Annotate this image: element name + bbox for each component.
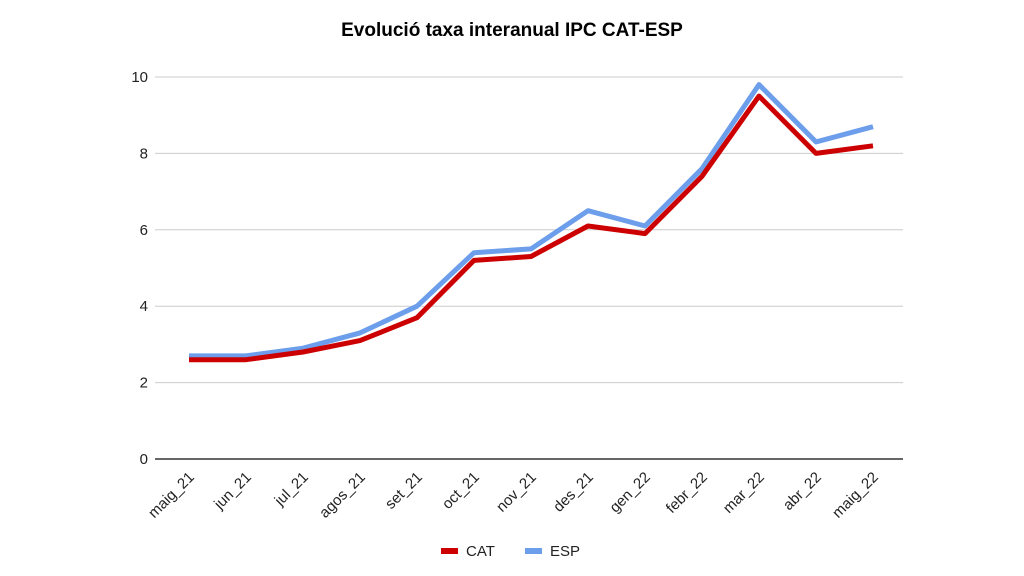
y-tick-label-4: 4 <box>140 298 148 315</box>
series-line-cat <box>189 93 874 363</box>
x-tick-label-gen_22: gen_22 <box>606 469 653 516</box>
x-axis-tick-labels: maig_21 jun_21 jul_21 agos_21 set_21 oct_21 no… <box>145 469 882 522</box>
x-tick-label-nov_21: nov_21 <box>493 469 540 516</box>
y-tick-label-8: 8 <box>140 145 148 162</box>
x-tick-label-maig_22: maig_22 <box>829 469 882 522</box>
chart-title: Evolució taxa interanual IPC CAT-ESP <box>341 20 683 41</box>
x-tick-label-febr_22: febr_22 <box>663 469 711 517</box>
y-tick-label-6: 6 <box>140 222 148 239</box>
gridlines <box>155 76 903 384</box>
x-tick-label-set_21: set_21 <box>382 469 426 513</box>
y-tick-label-2: 2 <box>140 375 148 392</box>
legend-label-cat: CAT <box>466 543 495 560</box>
x-tick-label-des_21: des_21 <box>550 469 597 516</box>
y-tick-label-10: 10 <box>131 69 148 86</box>
x-tick-label-abr_22: abr_22 <box>780 469 825 514</box>
x-tick-label-oct_21: oct_21 <box>439 469 483 513</box>
legend-swatch-cat <box>441 548 458 554</box>
legend-swatch-esp <box>525 548 542 554</box>
legend-label-esp: ESP <box>550 543 580 560</box>
series-lines <box>189 82 874 363</box>
series-line-esp <box>189 82 874 359</box>
y-tick-label-0: 0 <box>140 451 148 468</box>
legend: CAT ESP <box>441 543 580 560</box>
x-tick-label-jun_21: jun_21 <box>210 469 255 514</box>
x-tick-label-mar_22: mar_22 <box>720 469 768 517</box>
x-tick-label-maig_21: maig_21 <box>145 469 198 522</box>
x-tick-label-agos_21: agos_21 <box>316 469 369 522</box>
y-axis-tick-labels: 0 2 4 6 8 10 <box>131 69 148 468</box>
x-tick-label-jul_21: jul_21 <box>271 469 312 510</box>
